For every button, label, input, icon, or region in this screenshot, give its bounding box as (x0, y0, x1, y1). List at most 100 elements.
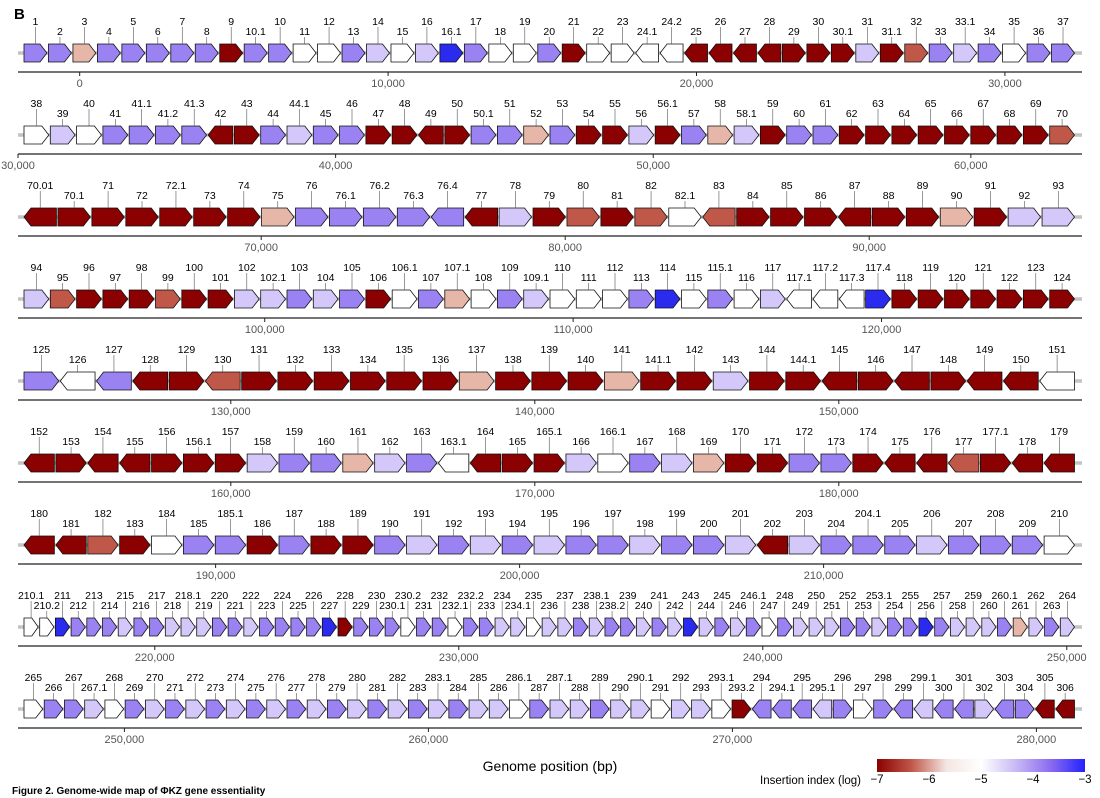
gene-label: 6 (155, 26, 161, 38)
gene-arrow (824, 617, 840, 637)
gene-arrow (121, 43, 146, 63)
gene-arrow (557, 617, 573, 637)
gene-label: 41.3 (184, 98, 205, 110)
gene-arrow (630, 699, 651, 719)
gene-arrow (745, 617, 761, 637)
gene-arrow (488, 43, 513, 63)
gene-label: 212 (69, 600, 87, 612)
gene-label: 226 (305, 590, 323, 602)
gene-arrow (219, 43, 244, 63)
gene-arrow (431, 617, 447, 637)
gene-label: 187 (285, 508, 303, 520)
gene-arrow (1043, 535, 1076, 555)
gene-label: 250 (807, 590, 825, 602)
gene-arrow (391, 125, 418, 145)
gene-label: 235 (525, 590, 543, 602)
axis-tick-label: 140,000 (515, 406, 555, 418)
gene-label: 96 (83, 262, 95, 274)
gene-label: 21 (568, 16, 580, 28)
gene-arrow (996, 289, 1023, 309)
gene-arrow (246, 535, 279, 555)
gene-arrow (812, 125, 839, 145)
axis-tick-label: 270,000 (713, 734, 753, 746)
gene-arrow (386, 371, 423, 391)
gene-label: 173 (827, 436, 845, 448)
gene-arrow (286, 289, 313, 309)
gene-arrow (711, 699, 732, 719)
gene-arrow (91, 207, 125, 227)
gene-label: 230.2 (395, 590, 421, 602)
gene-label: 164 (477, 426, 495, 438)
gene-arrow (387, 699, 408, 719)
gene-arrow (698, 617, 714, 637)
gene-arrow (736, 207, 770, 227)
gene-arrow (23, 207, 57, 227)
gene-label: 117.1 (786, 272, 812, 284)
gene-arrow (365, 289, 392, 309)
gene-label: 169 (700, 436, 718, 448)
gene-label: 272 (186, 672, 204, 684)
gene-arrow (329, 207, 363, 227)
gene-label: 232 (431, 590, 449, 602)
gene-label: 290 (611, 682, 629, 694)
axis-tick-label: 250,000 (105, 734, 145, 746)
gene-arrow (417, 125, 444, 145)
gene-arrow (852, 535, 884, 555)
gene-label: 101 (212, 272, 230, 284)
gene-arrow (820, 453, 852, 473)
gene-label: 70.1 (64, 190, 85, 202)
gene-label: 102 (238, 262, 256, 274)
gene-label: 67 (977, 98, 989, 110)
gene-arrow (1026, 43, 1051, 63)
gene-label: 115 (686, 272, 703, 284)
gene-arrow (590, 699, 610, 719)
gene-arrow (23, 699, 44, 719)
gene-label: 120 (948, 272, 966, 284)
gene-arrow (707, 289, 734, 309)
gene-label: 80 (577, 180, 589, 192)
gene-arrow (310, 535, 342, 555)
gene-label: 268 (106, 672, 124, 684)
axis-tick-label: 60,000 (954, 160, 988, 172)
gene-arrow (693, 453, 725, 473)
gene-label: 166.1 (600, 426, 626, 438)
gene-label: 33.1 (955, 16, 976, 28)
gene-label: 163 (413, 426, 431, 438)
gene-arrow (757, 43, 782, 63)
gene-arrow (72, 43, 97, 63)
legend-tick: −4 (1026, 774, 1040, 786)
gene-arrow (362, 207, 397, 227)
gene-label: 90 (951, 190, 963, 202)
gene-arrow (168, 371, 205, 391)
gene-label: 134 (359, 354, 377, 366)
gene-arrow (894, 371, 930, 391)
gene-arrow (501, 453, 534, 473)
gene-label: 37 (1057, 16, 1069, 28)
axis-tick-label: 40,000 (319, 160, 353, 172)
gene-label: 32 (910, 16, 922, 28)
gene-label: 141 (613, 344, 631, 356)
gene-label: 186 (254, 518, 272, 530)
gene-arrow (416, 617, 432, 637)
gene-arrow (865, 289, 891, 309)
gene-label: 25 (690, 26, 702, 38)
gene-label: 236 (540, 600, 558, 612)
gene-label: 126 (69, 354, 87, 366)
gene-label: 288 (571, 682, 589, 694)
gene-arrow (777, 617, 793, 637)
gene-arrow (181, 125, 208, 145)
gene-arrow (1002, 371, 1039, 391)
gene-label: 279 (328, 682, 346, 694)
gene-arrow (43, 699, 64, 719)
gene-arrow (733, 125, 760, 145)
gene-arrow (278, 453, 310, 473)
gene-label: 302 (975, 682, 993, 694)
gene-label: 41.1 (131, 98, 152, 110)
gene-arrow (997, 617, 1013, 637)
gene-label: 278 (308, 672, 326, 684)
gene-arrow (23, 125, 50, 145)
gene-arrow (1035, 699, 1055, 719)
gene-label: 219 (195, 600, 213, 612)
gene-label: 241 (650, 590, 668, 602)
gene-arrow (117, 617, 133, 637)
